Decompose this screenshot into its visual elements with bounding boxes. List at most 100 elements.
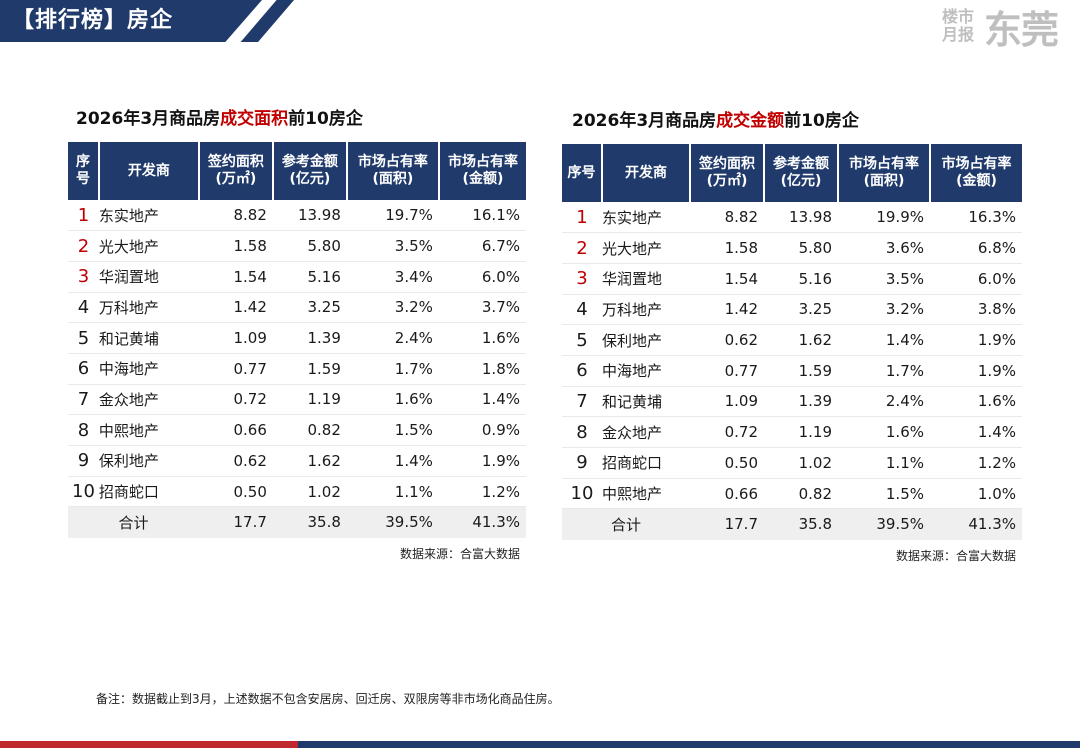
developer-cell: 华润置地 [602,263,690,295]
total-amount: 35.8 [272,506,347,538]
rank-cell: 1 [68,200,99,232]
developer-cell: 光大地产 [602,232,690,264]
data-source: 数据来源：合富大数据 [895,548,1016,563]
total-row: 合计 17.7 35.8 39.5% 41.3% [68,506,526,538]
rank-cell: 7 [562,386,602,418]
rank-cell: 6 [68,353,99,385]
panel-title: 2026年3月商品房成交金额前10房企 [572,108,1022,134]
rank-cell: 10 [562,478,602,510]
developer-cell: 万科地产 [602,294,690,326]
amount-cell: 13.98 [764,202,838,234]
col-rank: 序号 [68,142,100,200]
table-row: 4 万科地产 1.42 3.25 3.2% 3.7% [68,292,526,324]
share-amount-cell: 1.9% [930,324,1022,356]
rank-cell: 1 [562,202,602,234]
share-area-cell: 3.6% [838,232,930,264]
data-source: 数据来源：合富大数据 [399,546,520,561]
title-prefix: 2026年3月商品房 [76,109,221,129]
area-cell: 0.66 [198,414,273,446]
header-banner [0,0,262,42]
table-row: 1 东实地产 8.82 13.98 19.9% 16.3% [562,202,1022,234]
col-developer: 开发商 [602,144,691,202]
table-body: 1 东实地产 8.82 13.98 19.7% 16.1% 2 光大地产 1.58 5.80 3.5… [68,200,526,538]
share-area-cell: 1.1% [346,476,439,508]
logo-label: 楼市 月报 [938,8,978,44]
table-row: 4 万科地产 1.42 3.25 3.2% 3.8% [562,294,1022,326]
developer-cell: 中海地产 [98,353,199,385]
col-share-amount: 市场占有率 (金额) [438,142,526,200]
table-row: 10 招商蛇口 0.50 1.02 1.1% 1.2% [68,476,526,508]
amount-ranking-panel: 2026年3月商品房成交金额前10房企 序号 开发商 签约面积 (万㎡) 参考金额… [562,106,1022,564]
amount-cell: 1.39 [764,386,838,418]
share-amount-cell: 1.2% [438,476,526,508]
share-area-cell: 2.4% [838,386,930,418]
area-cell: 0.77 [198,353,273,385]
developer-cell: 中熙地产 [98,414,199,446]
share-area-cell: 1.5% [346,414,439,446]
logo-city: 东莞 [983,7,1059,52]
footer-bar-blue [298,741,1080,748]
area-cell: 0.66 [690,478,764,510]
share-area-cell: 1.7% [346,353,439,385]
total-area: 17.7 [690,508,764,540]
table-row: 10 中熙地产 0.66 0.82 1.5% 1.0% [562,478,1022,510]
page-title: 【排行榜】房企 [12,8,174,33]
table-row: 8 中熙地产 0.66 0.82 1.5% 0.9% [68,414,526,446]
amount-cell: 1.59 [272,353,347,385]
rank-cell: 7 [68,384,99,416]
developer-cell: 金众地产 [98,384,199,416]
col-area: 签约面积 (万㎡) [198,142,274,200]
logo-line1: 楼市 [941,7,974,26]
share-area-cell: 1.5% [838,478,930,510]
developer-cell: 金众地产 [602,416,690,448]
area-cell: 1.09 [690,386,764,418]
total-amount: 35.8 [764,508,838,540]
col-share-area: 市场占有率 (面积) [838,144,931,202]
table-row: 5 和记黄埔 1.09 1.39 2.4% 1.6% [68,322,526,354]
total-share-amount: 41.3% [438,506,526,538]
share-amount-cell: 1.6% [930,386,1022,418]
area-ranking-panel: 2026年3月商品房成交面积前10房企 序号 开发商 签约面积 (万㎡) 参考金额… [68,106,526,562]
col-amount: 参考金额 (亿元) [764,144,839,202]
table-body: 1 东实地产 8.82 13.98 19.9% 16.3% 2 光大地产 1.58 5.80 3.6… [562,202,1022,540]
amount-cell: 1.62 [764,324,838,356]
amount-cell: 1.59 [764,355,838,387]
table-row: 5 保利地产 0.62 1.62 1.4% 1.9% [562,324,1022,356]
share-amount-cell: 3.7% [438,292,526,324]
area-cell: 0.72 [198,384,273,416]
rank-cell: 4 [68,292,99,324]
area-cell: 1.42 [690,294,764,326]
ranking-table: 序号 开发商 签约面积 (万㎡) 参考金额 (亿元) 市场占有率 (面积) 市场占有率… [562,144,1022,540]
rank-cell: 8 [68,414,99,446]
share-amount-cell: 6.0% [930,263,1022,295]
title-suffix: 前10房企 [784,111,859,131]
col-area: 签约面积 (万㎡) [690,144,765,202]
share-amount-cell: 1.2% [930,447,1022,479]
title-highlight: 成交面积 [220,109,289,129]
rank-cell: 4 [562,294,602,326]
share-amount-cell: 1.9% [438,445,526,477]
logo-line2: 月报 [941,25,974,44]
total-row: 合计 17.7 35.8 39.5% 41.3% [562,508,1022,540]
col-share-amount: 市场占有率 (金额) [930,144,1022,202]
share-amount-cell: 1.9% [930,355,1022,387]
rank-cell: 3 [562,263,602,295]
amount-cell: 1.02 [272,476,347,508]
table-row: 2 光大地产 1.58 5.80 3.6% 6.8% [562,232,1022,264]
total-share-area: 39.5% [346,506,439,538]
share-amount-cell: 1.4% [438,384,526,416]
amount-cell: 0.82 [764,478,838,510]
col-developer: 开发商 [98,142,200,200]
area-cell: 0.72 [690,416,764,448]
share-area-cell: 19.7% [346,200,439,232]
developer-cell: 和记黄埔 [98,322,199,354]
area-cell: 1.09 [198,322,273,354]
share-area-cell: 1.6% [346,384,439,416]
amount-cell: 3.25 [272,292,347,324]
col-share-area: 市场占有率 (面积) [346,142,440,200]
rank-cell: 9 [562,447,602,479]
table-row: 1 东实地产 8.82 13.98 19.7% 16.1% [68,200,526,232]
col-rank: 序号 [562,144,603,202]
table-row: 6 中海地产 0.77 1.59 1.7% 1.8% [68,353,526,385]
amount-cell: 5.16 [764,263,838,295]
